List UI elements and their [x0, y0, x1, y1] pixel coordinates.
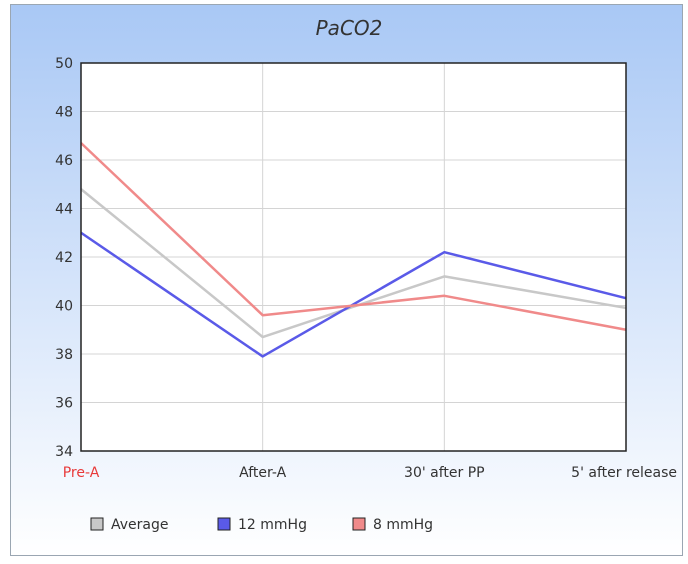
- legend-label: Average: [111, 517, 169, 533]
- y-tick-label: 48: [55, 105, 73, 121]
- paco2-line-chart: PaCO2 34 36 38 40 42 44 46 48 50 Pre-A After-A 30'…: [11, 5, 682, 555]
- legend-swatch: [352, 517, 366, 531]
- x-axis-ticks: Pre-A After-A 30' after PP 5' after release: [63, 465, 677, 481]
- chart-title: PaCO2: [316, 16, 383, 40]
- legend-item[interactable]: 8 mmHg: [352, 517, 433, 533]
- y-tick-label: 38: [55, 347, 73, 363]
- series-line-8-mmhg: [80, 142, 627, 331]
- x-tick-label: 5' after release: [571, 465, 677, 481]
- legend-item[interactable]: Average: [90, 517, 169, 533]
- y-tick-label: 50: [55, 56, 73, 72]
- series-lines: [80, 142, 627, 358]
- x-tick-label: After-A: [239, 465, 286, 481]
- y-tick-label: 36: [55, 396, 73, 412]
- legend: Average 12 mmHg 8 mmHg: [90, 517, 433, 533]
- legend-label: 12 mmHg: [238, 517, 307, 533]
- legend-swatch: [217, 517, 231, 531]
- plot-border: [80, 62, 627, 452]
- y-tick-label: 34: [55, 444, 73, 460]
- y-tick-label: 44: [55, 202, 73, 218]
- x-tick-label: Pre-A: [63, 465, 100, 481]
- chart-frame: PaCO2 34 36 38 40 42 44 46 48 50 Pre-A After-A 30'…: [10, 4, 683, 556]
- legend-item[interactable]: 12 mmHg: [217, 517, 307, 533]
- legend-label: 8 mmHg: [373, 517, 433, 533]
- y-axis-ticks: 34 36 38 40 42 44 46 48 50: [55, 56, 73, 460]
- y-tick-label: 42: [55, 250, 73, 266]
- y-tick-label: 40: [55, 299, 73, 315]
- y-tick-label: 46: [55, 153, 73, 169]
- legend-swatch: [90, 517, 104, 531]
- x-tick-label: 30' after PP: [404, 465, 485, 481]
